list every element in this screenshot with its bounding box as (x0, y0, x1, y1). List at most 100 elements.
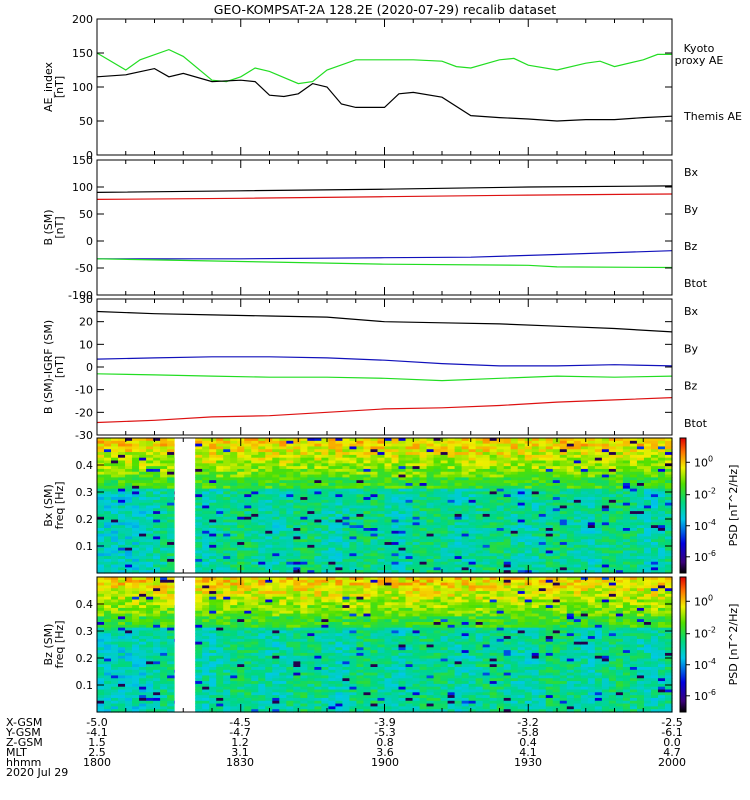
footer-row-label: Z-GSM (6, 736, 43, 749)
legend-by: By (684, 342, 699, 355)
footer-row-label: Y-GSM (5, 726, 41, 739)
orbit-footer: X-GSM -5.0 -4.5 -3.9 -3.2 -2.5 Y-GSM -4.1 -4.7 -5… (5, 716, 686, 779)
spectrogram-5 (97, 577, 673, 713)
footer-value: 4.1 (519, 746, 537, 759)
colorbar-scale (679, 437, 687, 574)
y-tick-label: 0.2 (76, 513, 94, 526)
y-tick-label: -20 (75, 406, 93, 419)
y-axis-label: [nT] (53, 356, 66, 378)
y-tick-label: -100 (68, 289, 93, 302)
footer-value: 3.6 (376, 746, 394, 759)
legend-bx: Bx (684, 305, 699, 318)
footer-value: 0.0 (663, 736, 681, 749)
colorbar-4: 100 10-2 10-4 10-6 PSD [nT^2/Hz] (679, 437, 740, 574)
panel-4: 100 10-2 10-4 10-6 PSD [nT^2/Hz] 0.1 0.2 0.3 0.4… (42, 437, 740, 574)
series-line-by (96, 373, 673, 382)
legend-bz: Bz (684, 380, 698, 393)
plot-title: GEO-KOMPSAT-2A 128.2E (2020-07-29) recal… (214, 2, 557, 17)
footer-value: 4.7 (663, 746, 681, 759)
y-tick-label: 200 (72, 13, 93, 26)
series-line-bx (96, 356, 673, 367)
footer-date: 2020 Jul 29 (6, 766, 68, 779)
series-line-bz (96, 397, 673, 424)
footer-value: 1.5 (88, 736, 106, 749)
y-tick-label: 50 (79, 115, 93, 128)
y-tick-label: 20 (79, 316, 93, 329)
legend-btot: Btot (684, 277, 708, 290)
footer-value: -4.5 (229, 716, 250, 729)
y-axis-label: B (SM)-IGRF (SM) (42, 320, 55, 414)
y-axis-label: [nT] (53, 216, 66, 238)
y-tick-label: 0.4 (76, 459, 94, 472)
y-tick-label: -50 (75, 262, 93, 275)
footer-value: -2.5 (661, 716, 682, 729)
series-line-themis-ae (96, 67, 673, 122)
footer-row-label: X-GSM (6, 716, 42, 729)
series-line-btot (96, 310, 673, 333)
footer-value: -5.8 (517, 726, 538, 739)
legend-btot: Btot (684, 417, 708, 430)
y-tick-label: 0.1 (76, 540, 94, 553)
y-tick-label: 50 (79, 208, 93, 221)
y-tick-label: 100 (72, 181, 93, 194)
footer-value: 2000 (658, 756, 686, 769)
panel-5: 100 10-2 10-4 10-6 PSD [nT^2/Hz] 0.1 0.2 0.3 0.4… (42, 576, 740, 713)
footer-value: 1930 (514, 756, 542, 769)
series-line-kyoto-proxy-ae (96, 48, 672, 85)
panel-3: Bx By Bz Btot -30 -20 -10 0 10 20 30 B (SM)-IGRF (S… (42, 293, 708, 442)
footer-value: 0.4 (519, 736, 537, 749)
y-tick-label: 30 (79, 293, 93, 306)
colorbar-tick-label: 10-4 (694, 518, 716, 533)
colorbar-tick-label: 10-2 (694, 626, 716, 641)
footer-value: -3.9 (374, 716, 395, 729)
legend-bz: Bz (684, 240, 698, 253)
legend-bx: Bx (684, 166, 699, 179)
spectrogram-4 (97, 438, 673, 574)
footer-value: 3.1 (231, 746, 249, 759)
footer-value: -4.1 (86, 726, 107, 739)
y-tick-label: -10 (75, 384, 93, 397)
colorbar-tick-label: 10-6 (694, 549, 716, 564)
colorbar-5: 100 10-2 10-4 10-6 PSD [nT^2/Hz] (679, 576, 740, 713)
colorbar-tick-label: 100 (694, 593, 713, 608)
footer-value: 1900 (371, 756, 399, 769)
y-tick-label: 0 (86, 361, 93, 374)
footer-value: 1800 (83, 756, 111, 769)
y-tick-label: 0 (86, 235, 93, 248)
footer-value: -5.0 (86, 716, 107, 729)
colorbar-tick-label: 10-2 (694, 487, 716, 502)
y-tick-label: 100 (72, 81, 93, 94)
legend-by: By (684, 203, 699, 216)
colorbar-label: PSD [nT^2/Hz] (727, 465, 740, 547)
colorbar-tick-label: 100 (694, 454, 713, 469)
footer-row-label: MLT (6, 746, 27, 759)
y-axis-label: AE_index (42, 61, 55, 112)
y-axis-label: Bz (SM) (42, 624, 55, 666)
series-line-bx (97, 250, 673, 260)
footer-value: 1.2 (231, 736, 249, 749)
footer-value: -4.7 (229, 726, 250, 739)
data-gap (174, 577, 192, 712)
y-axis-label: freq [Hz] (53, 620, 66, 668)
y-tick-label: 0.3 (76, 625, 94, 638)
legend-themis-ae: Themis AE (683, 110, 742, 123)
series-line-by (96, 258, 673, 269)
y-tick-label: 0 (86, 149, 93, 162)
y-tick-label: 150 (72, 47, 93, 60)
y-tick-label: 150 (72, 154, 93, 167)
legend-kyoto-proxy-ae: proxy AE (675, 54, 724, 67)
panel-2: Bx By Bz Btot -100 -50 0 50 100 150 B (SM)[nT] (42, 154, 708, 302)
footer-value: -6.1 (661, 726, 682, 739)
panel-frame (96, 298, 673, 436)
y-tick-label: 0.4 (76, 598, 94, 611)
y-tick-label: -30 (75, 429, 93, 442)
y-tick-label: 0.1 (76, 679, 94, 692)
data-gap (174, 438, 192, 573)
footer-row-label: hhmm (6, 756, 41, 769)
y-tick-label: 0.3 (76, 486, 94, 499)
y-axis-label: [nT] (53, 76, 66, 98)
y-tick-label: 0.2 (76, 652, 94, 665)
series-line-btot (96, 185, 673, 193)
